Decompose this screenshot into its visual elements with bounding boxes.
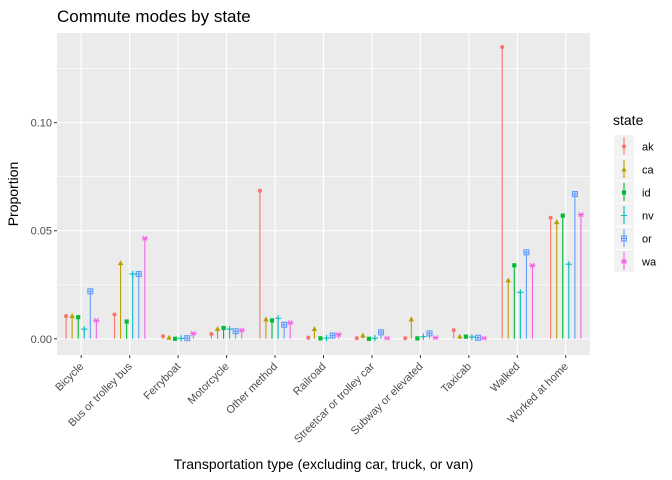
point-nv-2 xyxy=(178,335,185,342)
point-ca-9 xyxy=(505,277,511,283)
point-wa-10 xyxy=(577,211,585,218)
point-nv-6 xyxy=(371,335,379,342)
legend-shape-ca xyxy=(621,166,627,172)
point-ak-6 xyxy=(354,336,359,341)
point-wa-7 xyxy=(432,335,439,341)
point-id-6 xyxy=(366,336,372,341)
point-ak-1 xyxy=(112,312,117,317)
y-axis-ticks: 0.00 0.05 0.10 xyxy=(31,118,57,346)
legend-shape-nv xyxy=(620,212,628,219)
point-ak-8 xyxy=(451,328,456,333)
y-tick-label: 0.05 xyxy=(31,226,52,238)
point-or-4 xyxy=(281,321,288,328)
point-ak-9 xyxy=(500,44,505,50)
point-id-5 xyxy=(318,336,323,341)
point-ca-4 xyxy=(263,316,269,322)
y-tick-label: 0.10 xyxy=(31,118,52,130)
point-id-1 xyxy=(124,319,129,324)
legend-shape-ak xyxy=(621,144,627,149)
point-nv-10 xyxy=(565,261,572,268)
point-or-7 xyxy=(426,330,433,337)
legend-label-id: id xyxy=(642,188,651,200)
point-ak-0 xyxy=(64,314,69,319)
point-or-0 xyxy=(87,288,94,295)
point-id-2 xyxy=(173,336,178,341)
point-id-10 xyxy=(560,213,565,218)
point-or-10 xyxy=(571,190,578,198)
point-ca-10 xyxy=(553,219,560,225)
point-id-0 xyxy=(76,315,81,320)
point-id-3 xyxy=(221,325,226,331)
point-wa-6 xyxy=(383,335,391,341)
legend-shape-id xyxy=(621,190,627,195)
point-id-4 xyxy=(269,318,275,323)
legend-label-or: or xyxy=(642,234,652,246)
point-or-3 xyxy=(232,328,239,335)
point-ak-4 xyxy=(257,188,262,193)
point-wa-0 xyxy=(93,317,100,323)
legend-title: state xyxy=(613,112,644,128)
point-wa-4 xyxy=(287,320,294,326)
legend-shape-wa xyxy=(620,258,628,265)
point-wa-8 xyxy=(480,335,488,341)
point-ca-0 xyxy=(69,313,75,319)
point-ca-8 xyxy=(457,333,463,339)
y-axis-title: Proportion xyxy=(5,162,21,227)
point-or-2 xyxy=(184,335,191,342)
point-ca-2 xyxy=(166,334,172,340)
point-wa-9 xyxy=(529,262,536,268)
point-nv-0 xyxy=(81,325,88,333)
point-ca-3 xyxy=(214,326,221,332)
point-nv-5 xyxy=(323,335,330,342)
point-id-7 xyxy=(415,336,420,341)
point-or-5 xyxy=(329,332,336,339)
point-ak-3 xyxy=(209,331,214,337)
legend-label-ak: ak xyxy=(642,142,654,154)
point-id-8 xyxy=(463,334,468,339)
point-or-1 xyxy=(135,270,142,277)
legend-items: ak ca id nv or wa xyxy=(614,135,657,272)
point-nv-1 xyxy=(129,270,136,278)
point-nv-3 xyxy=(226,325,233,333)
legend: state ak ca id nv or wa xyxy=(613,112,657,272)
y-tick-label: 0.00 xyxy=(31,334,52,346)
point-ak-2 xyxy=(160,334,166,339)
legend-shape-or xyxy=(620,235,628,242)
legend-label-ca: ca xyxy=(642,165,655,177)
points xyxy=(64,44,585,342)
point-wa-2 xyxy=(190,330,197,336)
point-nv-9 xyxy=(517,289,524,296)
chart-title: Commute modes by state xyxy=(57,7,251,26)
point-ca-1 xyxy=(117,260,124,266)
point-ak-10 xyxy=(548,215,553,220)
point-nv-4 xyxy=(274,315,282,322)
point-or-8 xyxy=(474,334,481,341)
legend-label-wa: wa xyxy=(641,257,657,269)
point-wa-5 xyxy=(335,331,342,338)
point-or-9 xyxy=(523,249,530,256)
point-wa-3 xyxy=(238,327,245,333)
point-id-9 xyxy=(512,263,517,268)
point-or-6 xyxy=(378,329,385,336)
point-ak-5 xyxy=(306,335,311,340)
point-ak-7 xyxy=(403,336,408,341)
point-nv-7 xyxy=(420,333,427,340)
point-ca-7 xyxy=(408,316,415,322)
grid-major xyxy=(57,33,590,355)
point-ca-5 xyxy=(311,326,318,332)
point-ca-6 xyxy=(360,332,366,338)
point-wa-1 xyxy=(141,235,148,241)
legend-label-nv: nv xyxy=(642,211,654,223)
point-nv-8 xyxy=(468,333,476,341)
x-axis-title: Transportation type (excluding car, truc… xyxy=(174,456,474,472)
